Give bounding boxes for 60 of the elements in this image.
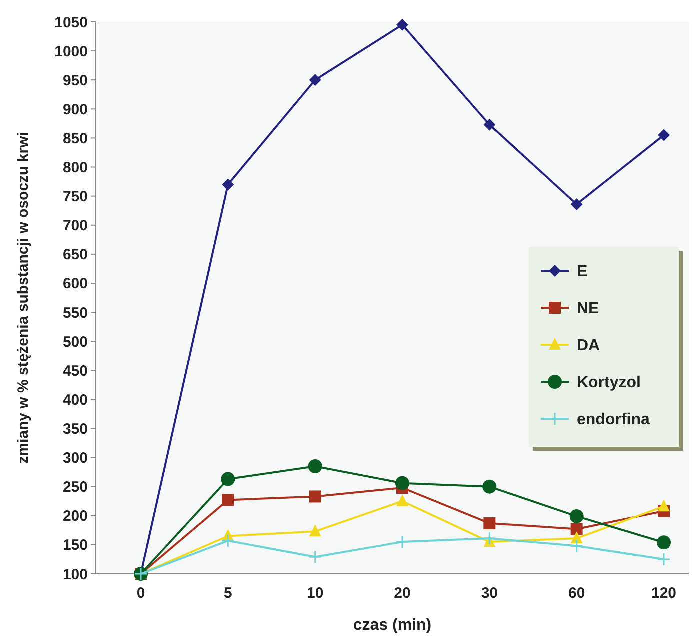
point — [221, 534, 235, 548]
point — [396, 476, 410, 490]
point — [308, 460, 322, 474]
point — [309, 74, 322, 86]
y-tick-label: 500 — [62, 334, 88, 351]
point — [396, 18, 408, 31]
y-tick-label: 600 — [62, 276, 88, 293]
y-tick-label: 1000 — [54, 43, 88, 60]
legend-label: endorfina — [577, 412, 650, 429]
y-tick-label: 950 — [62, 72, 88, 90]
point — [570, 198, 583, 210]
point — [396, 494, 408, 506]
legend-label: DA — [577, 338, 601, 355]
x-tick-label: 5 — [224, 585, 232, 602]
y-tick-label: 650 — [62, 246, 88, 264]
y-axis-title: zmiany w % stężenia substancji w osoczu krwi — [15, 132, 32, 464]
point — [570, 532, 583, 544]
point — [570, 539, 584, 553]
x-tick-label: 60 — [568, 585, 586, 602]
point — [482, 532, 496, 546]
x-tick-label: 120 — [651, 585, 677, 602]
point — [309, 524, 322, 537]
point — [658, 500, 670, 512]
point — [570, 509, 584, 524]
y-tick-label: 350 — [62, 420, 88, 438]
point — [570, 523, 583, 536]
y-tick-label: 250 — [62, 479, 88, 496]
legend-label: Kortyzol — [577, 374, 641, 392]
y-tick-label: 550 — [62, 304, 88, 322]
point — [222, 178, 234, 191]
y-tick-label: 850 — [62, 130, 88, 148]
y-tick-label: 150 — [62, 537, 88, 554]
y-tick-label: 450 — [62, 362, 88, 380]
y-tick-label: 800 — [62, 160, 88, 177]
point — [657, 536, 671, 550]
point — [482, 480, 497, 494]
y-tick-label: 750 — [62, 188, 88, 206]
x-axis-title: czas (min) — [353, 617, 432, 634]
point — [658, 129, 670, 142]
y-tick-label: 200 — [62, 508, 88, 526]
point — [308, 550, 322, 564]
legend-label: E — [577, 264, 588, 281]
point — [484, 517, 496, 530]
y-tick-label: 1050 — [54, 14, 88, 32]
y-tick-label: 900 — [62, 101, 88, 118]
point — [396, 535, 410, 549]
x-tick-label: 0 — [136, 585, 146, 602]
x-tick-label: 10 — [306, 585, 324, 602]
y-tick-label: 100 — [62, 566, 88, 584]
point — [657, 552, 671, 566]
point — [309, 490, 322, 503]
legend-label: NE — [577, 300, 600, 318]
point — [221, 472, 236, 486]
x-tick-label: 30 — [481, 585, 498, 602]
x-tick-label: 20 — [394, 585, 411, 602]
y-tick-label: 300 — [62, 450, 88, 468]
y-tick-label: 700 — [62, 218, 88, 235]
point — [484, 118, 496, 131]
y-tick-label: 400 — [62, 392, 88, 409]
point — [222, 494, 234, 506]
